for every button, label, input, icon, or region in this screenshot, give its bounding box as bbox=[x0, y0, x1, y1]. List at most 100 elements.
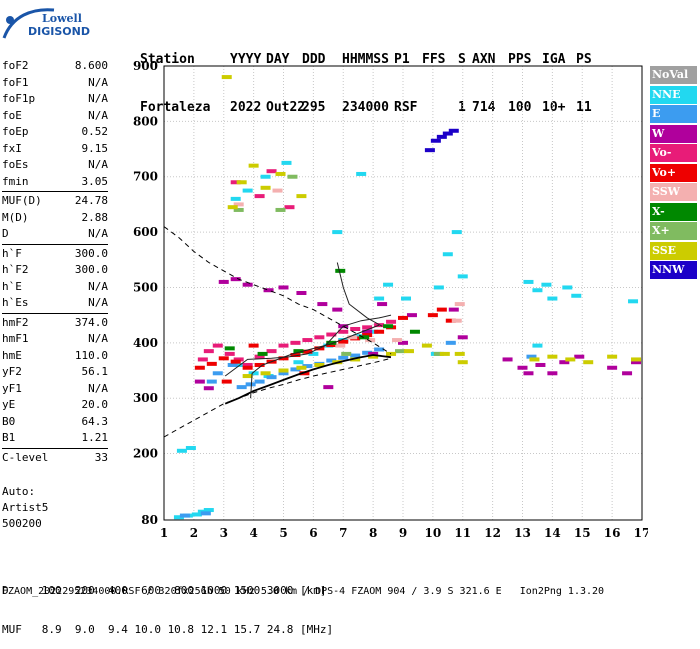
param-name: foEp bbox=[2, 125, 29, 138]
data-point-w bbox=[523, 371, 534, 376]
data-point-x- bbox=[257, 351, 268, 356]
param-row: B1 1.21 bbox=[2, 430, 108, 447]
param-value: 2.88 bbox=[81, 210, 109, 224]
data-point-nnw bbox=[442, 131, 453, 136]
data-point-sse bbox=[583, 360, 594, 365]
param-value: 24.78 bbox=[74, 194, 108, 207]
data-point-nne bbox=[308, 351, 319, 356]
data-point-w bbox=[502, 357, 513, 362]
param-row: foEs N/A bbox=[2, 157, 108, 174]
param-row: yF2 56.1 bbox=[2, 364, 108, 381]
x-tick-label: 11 bbox=[454, 526, 471, 540]
param-name: C-level bbox=[2, 450, 49, 464]
data-point-vo- bbox=[194, 365, 205, 370]
param-value: 64.3 bbox=[81, 414, 109, 428]
legend-item-w: W bbox=[650, 124, 697, 143]
y-tick-label: 80 bbox=[141, 513, 158, 527]
data-point-w bbox=[535, 362, 546, 367]
data-point-x- bbox=[383, 324, 394, 329]
data-point-w bbox=[278, 285, 289, 290]
logo-line2: DIGISONDE bbox=[28, 25, 90, 38]
data-point-ssw bbox=[335, 343, 346, 348]
data-point-w bbox=[263, 288, 274, 293]
param-row: hmE 110.0 bbox=[2, 348, 108, 365]
param-name: foEs bbox=[2, 158, 29, 171]
x-tick-label: 6 bbox=[309, 526, 317, 540]
data-point-nne bbox=[368, 329, 379, 334]
data-point-w bbox=[547, 371, 558, 376]
data-point-sse bbox=[260, 185, 271, 190]
data-point-nne bbox=[173, 515, 184, 520]
x-tick-label: 9 bbox=[399, 526, 407, 540]
data-point-ssw bbox=[233, 202, 244, 207]
data-point-sse bbox=[386, 351, 397, 356]
y-tick-label: 400 bbox=[133, 336, 158, 350]
data-point-ssw bbox=[365, 338, 376, 343]
data-point-nne bbox=[293, 360, 304, 365]
data-point-sse bbox=[439, 351, 450, 356]
data-point-e bbox=[350, 353, 361, 358]
header-value-5: RSF bbox=[394, 100, 418, 115]
header-value-3: 295 bbox=[302, 100, 326, 115]
x-tick-label: 2 bbox=[190, 526, 198, 540]
y-tick-label: 800 bbox=[133, 114, 158, 128]
data-point-nne bbox=[242, 188, 253, 193]
legend-item-vo-: Vo- bbox=[650, 144, 697, 162]
data-point-nne bbox=[547, 296, 558, 301]
param-value: 0.52 bbox=[81, 125, 109, 138]
data-point-sse bbox=[221, 75, 232, 80]
data-point-vo- bbox=[302, 338, 313, 343]
legend-item-sse: SSE bbox=[650, 241, 697, 260]
data-point-e bbox=[302, 364, 313, 369]
data-point-sse bbox=[278, 368, 289, 373]
param-value: N/A bbox=[88, 279, 108, 293]
header-value-8: 714 bbox=[472, 100, 496, 115]
param-value: N/A bbox=[88, 381, 108, 395]
header-value-0: Fortaleza bbox=[140, 100, 211, 115]
data-point-vo- bbox=[374, 329, 385, 334]
data-point-sse bbox=[275, 171, 286, 176]
param-row: MUF(D) 24.78 bbox=[2, 193, 108, 210]
data-point-vo- bbox=[362, 333, 373, 338]
data-point-vo- bbox=[326, 332, 337, 337]
header-labels-row: Station YYYY DAY DDD HHMMSS P1 FFS S AXN PPS IGA PS bbox=[140, 52, 600, 68]
data-point-nne bbox=[248, 371, 259, 376]
data-point-sse bbox=[631, 357, 642, 362]
param-row: fmin 3.05 bbox=[2, 174, 108, 191]
data-point-sse bbox=[454, 351, 465, 356]
auto-line3: 500200 bbox=[2, 517, 42, 530]
x-tick-label: 8 bbox=[369, 526, 377, 540]
data-point-nne bbox=[332, 230, 343, 235]
data-point-x- bbox=[433, 351, 444, 356]
data-point-nnw bbox=[430, 138, 441, 143]
x-tick-label: 12 bbox=[484, 526, 501, 540]
header-value-2: Out22 bbox=[266, 100, 306, 115]
param-row: foF1 N/A bbox=[2, 75, 108, 92]
data-point-nne bbox=[571, 293, 582, 298]
data-point-w bbox=[323, 385, 334, 390]
data-point-sse bbox=[457, 360, 468, 365]
param-value: 3.05 bbox=[81, 174, 109, 188]
param-value: 1.21 bbox=[81, 431, 109, 444]
data-point-w bbox=[607, 365, 618, 370]
param-value: N/A bbox=[88, 332, 108, 345]
data-point-vo- bbox=[290, 340, 301, 345]
param-name: yF1 bbox=[2, 381, 22, 395]
data-point-vo- bbox=[427, 313, 438, 318]
x-tick-label: 7 bbox=[339, 526, 347, 540]
data-point-x- bbox=[224, 346, 235, 351]
param-name: hmE bbox=[2, 348, 22, 362]
data-point-vo- bbox=[398, 315, 408, 320]
data-point-vo- bbox=[221, 379, 232, 384]
data-point-w bbox=[457, 335, 468, 340]
data-point-nne bbox=[374, 296, 385, 301]
digisonde-logo: Lowell DIGISONDE bbox=[2, 4, 97, 44]
data-point-e bbox=[445, 340, 456, 345]
param-value: N/A bbox=[88, 108, 108, 122]
data-point-vo- bbox=[218, 356, 229, 361]
data-point-e bbox=[200, 511, 211, 516]
param-row: foEp 0.52 bbox=[2, 124, 108, 141]
param-name: yF2 bbox=[2, 365, 22, 378]
param-row: yF1 N/A bbox=[2, 381, 108, 398]
data-point-sse bbox=[607, 354, 618, 359]
